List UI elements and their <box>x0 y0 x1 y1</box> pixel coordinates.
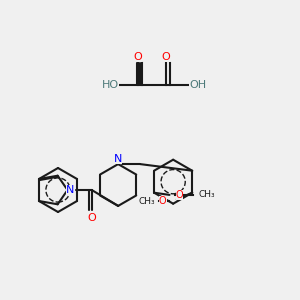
Text: N: N <box>114 154 122 164</box>
Text: O: O <box>176 190 183 200</box>
Text: CH₃: CH₃ <box>199 190 215 200</box>
Text: N: N <box>66 185 75 195</box>
Text: O: O <box>162 52 170 62</box>
Text: O: O <box>87 213 96 223</box>
Text: O: O <box>134 52 142 62</box>
Text: HO: HO <box>101 80 118 90</box>
Text: CH₃: CH₃ <box>139 197 155 206</box>
Text: O: O <box>159 196 166 206</box>
Text: OH: OH <box>189 80 207 90</box>
